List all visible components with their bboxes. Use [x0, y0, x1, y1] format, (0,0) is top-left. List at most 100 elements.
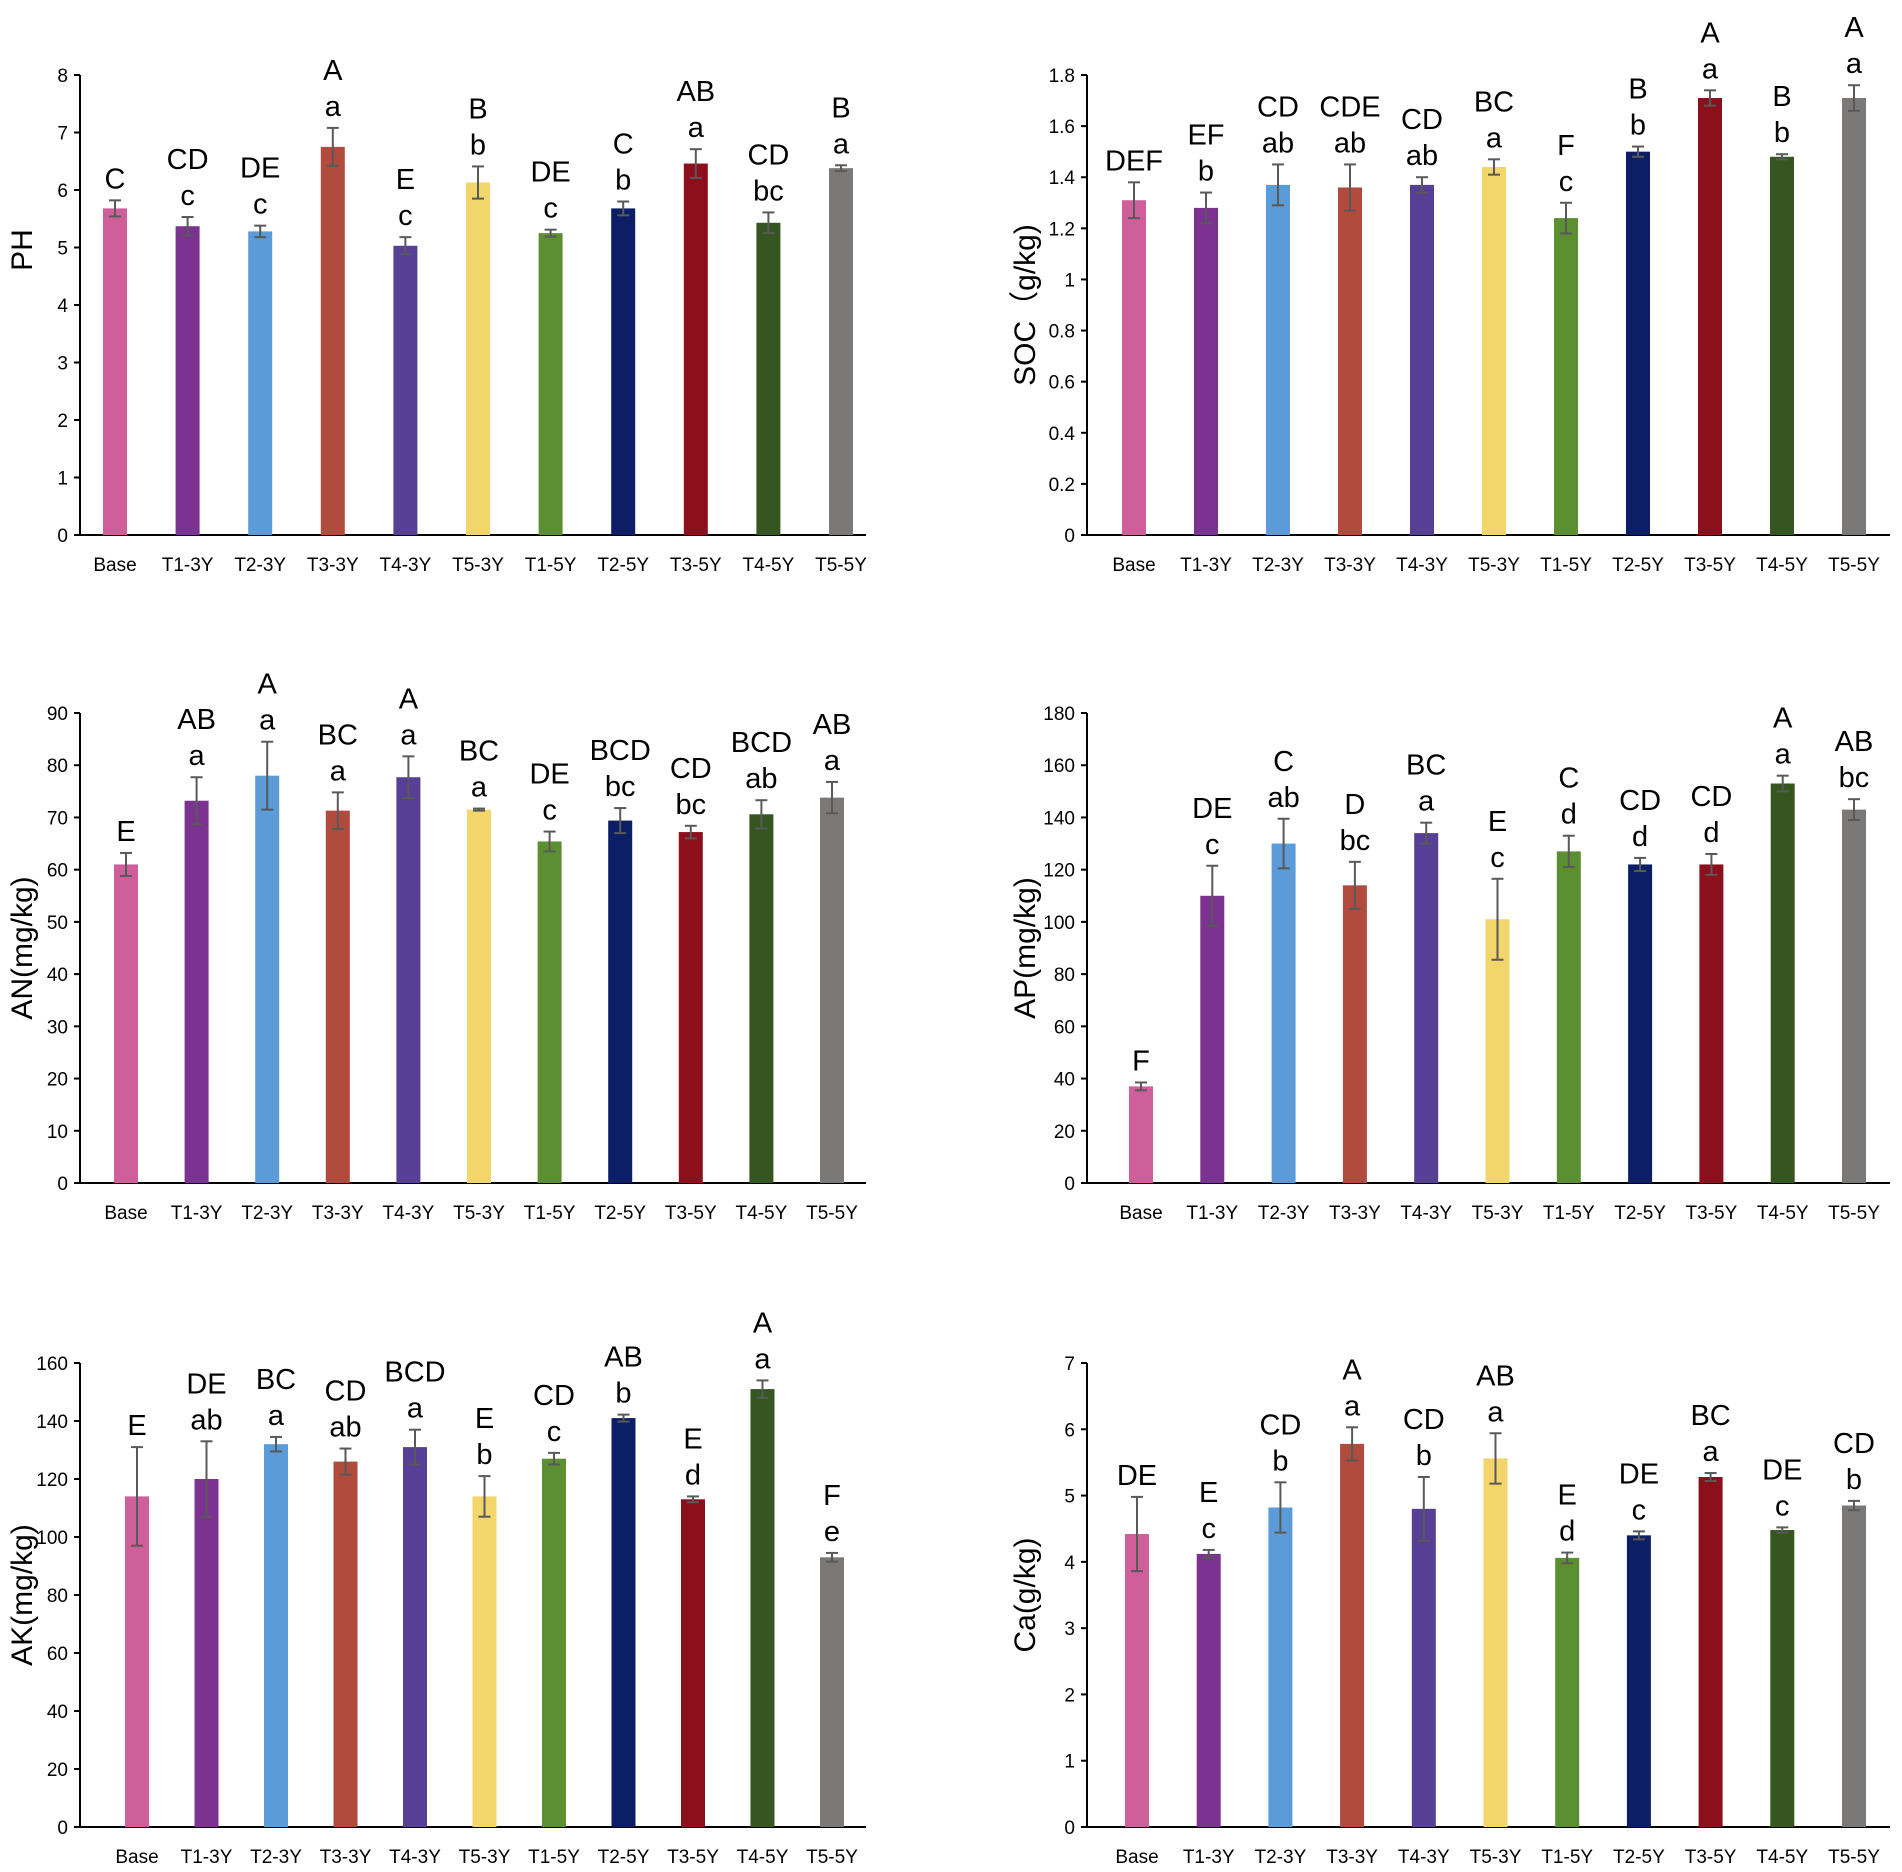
y-axis-label: AP(mg/kg): [1009, 877, 1042, 1019]
y-axis-label: AN(mg/kg): [6, 876, 39, 1019]
significance-lowercase: c: [543, 193, 558, 225]
y-tick-label: 120: [1043, 861, 1075, 882]
significance-uppercase: DE: [1762, 1454, 1802, 1486]
significance-uppercase: A: [1342, 1354, 1362, 1386]
bar: [1770, 783, 1795, 1183]
y-tick-label: 80: [47, 1586, 68, 1607]
bar: [248, 231, 273, 535]
x-tick-label: T1-3Y: [171, 1203, 223, 1224]
significance-lowercase: c: [1559, 166, 1574, 198]
bar: [750, 1389, 775, 1827]
significance-lowercase: d: [685, 1459, 701, 1491]
bar: [255, 775, 280, 1183]
x-tick-label: T4-3Y: [383, 1203, 435, 1224]
x-tick-label: T1-5Y: [524, 1203, 576, 1224]
bar: [1628, 864, 1653, 1183]
significance-lowercase: c: [398, 200, 413, 232]
significance-lowercase: d: [1703, 817, 1719, 849]
significance-lowercase: b: [1198, 156, 1214, 188]
x-tick-label: T5-5Y: [1828, 555, 1880, 576]
bar: [175, 226, 200, 535]
x-tick-label: T1-5Y: [525, 555, 577, 576]
significance-uppercase: DE: [529, 759, 569, 791]
bar: [756, 222, 781, 535]
significance-uppercase: BCD: [731, 727, 792, 759]
x-tick-label: Base: [1112, 555, 1155, 576]
bar: [1770, 156, 1794, 535]
x-tick-label: T2-3Y: [1258, 1203, 1310, 1224]
significance-uppercase: CD: [167, 144, 209, 176]
y-axis-label: PH: [6, 229, 39, 271]
significance-lowercase: ab: [190, 1404, 222, 1436]
y-tick-label: 4: [1064, 1553, 1075, 1574]
y-axis-label: Ca(g/kg): [1009, 1537, 1042, 1652]
significance-uppercase: F: [1132, 1045, 1150, 1077]
x-tick-label: T4-5Y: [1756, 555, 1808, 576]
bar: [114, 864, 138, 1183]
significance-lowercase: c: [542, 795, 557, 827]
significance-lowercase: b: [615, 1378, 631, 1410]
significance-uppercase: B: [468, 93, 487, 125]
bar: [1698, 98, 1722, 535]
significance-lowercase: b: [1416, 1440, 1432, 1472]
y-tick-label: 1: [1064, 1752, 1075, 1773]
x-tick-label: T1-3Y: [162, 555, 214, 576]
significance-uppercase: DE: [186, 1368, 226, 1400]
significance-lowercase: b: [1846, 1464, 1862, 1496]
significance-lowercase: b: [476, 1439, 492, 1471]
significance-uppercase: D: [1344, 789, 1365, 821]
y-tick-label: 60: [47, 1644, 68, 1665]
y-tick-label: 5: [1064, 1487, 1075, 1508]
y-tick-label: 0: [57, 1818, 68, 1839]
x-tick-label: Base: [1115, 1847, 1158, 1868]
y-tick-label: 160: [36, 1354, 68, 1375]
y-tick-label: 1.4: [1049, 168, 1076, 189]
x-tick-label: T2-3Y: [1252, 555, 1304, 576]
y-tick-label: 40: [47, 1702, 68, 1723]
significance-uppercase: CD: [1833, 1428, 1875, 1460]
significance-uppercase: DE: [1619, 1458, 1659, 1490]
y-tick-label: 0.2: [1049, 475, 1075, 496]
y-tick-label: 100: [36, 1528, 68, 1549]
significance-lowercase: b: [1630, 110, 1646, 142]
y-tick-label: 0: [57, 1174, 68, 1195]
bar: [1698, 1477, 1723, 1827]
significance-uppercase: BC: [1690, 1400, 1730, 1432]
bar: [1338, 187, 1362, 535]
significance-uppercase: CD: [533, 1380, 575, 1412]
y-tick-label: 60: [1054, 1017, 1075, 1038]
bar: [1485, 919, 1510, 1183]
significance-uppercase: B: [831, 92, 850, 124]
y-tick-label: 0.4: [1049, 424, 1076, 445]
x-tick-label: T3-5Y: [667, 1847, 719, 1868]
significance-uppercase: E: [683, 1423, 702, 1455]
significance-uppercase: CD: [1619, 785, 1661, 817]
y-tick-label: 3: [1064, 1619, 1075, 1640]
y-axis-label: AK(mg/kg): [6, 1524, 39, 1666]
significance-uppercase: E: [1558, 1480, 1577, 1512]
y-axis-label: SOC（g/kg): [1009, 224, 1042, 386]
bar: [1200, 895, 1225, 1183]
bar: [1483, 1458, 1508, 1827]
significance-uppercase: F: [823, 1480, 841, 1512]
y-tick-label: 0: [1064, 1174, 1075, 1195]
significance-uppercase: A: [323, 55, 343, 87]
x-tick-label: T2-5Y: [597, 555, 649, 576]
y-tick-label: 2: [1064, 1685, 1075, 1706]
significance-uppercase: CD: [1259, 1409, 1301, 1441]
x-tick-label: T4-3Y: [380, 555, 432, 576]
significance-uppercase: BC: [1474, 86, 1514, 118]
bar: [1268, 1507, 1293, 1827]
y-tick-label: 0.8: [1049, 322, 1075, 343]
y-tick-label: 70: [47, 808, 68, 829]
bar: [1482, 167, 1506, 535]
x-tick-label: T1-5Y: [1543, 1203, 1595, 1224]
bar: [472, 1496, 497, 1827]
significance-uppercase: BC: [1406, 750, 1446, 782]
x-tick-label: Base: [115, 1847, 158, 1868]
significance-uppercase: A: [258, 669, 278, 701]
y-tick-label: 140: [1043, 808, 1075, 829]
significance-uppercase: DE: [1192, 793, 1232, 825]
x-tick-label: T3-5Y: [665, 1203, 717, 1224]
bar: [1342, 885, 1367, 1183]
